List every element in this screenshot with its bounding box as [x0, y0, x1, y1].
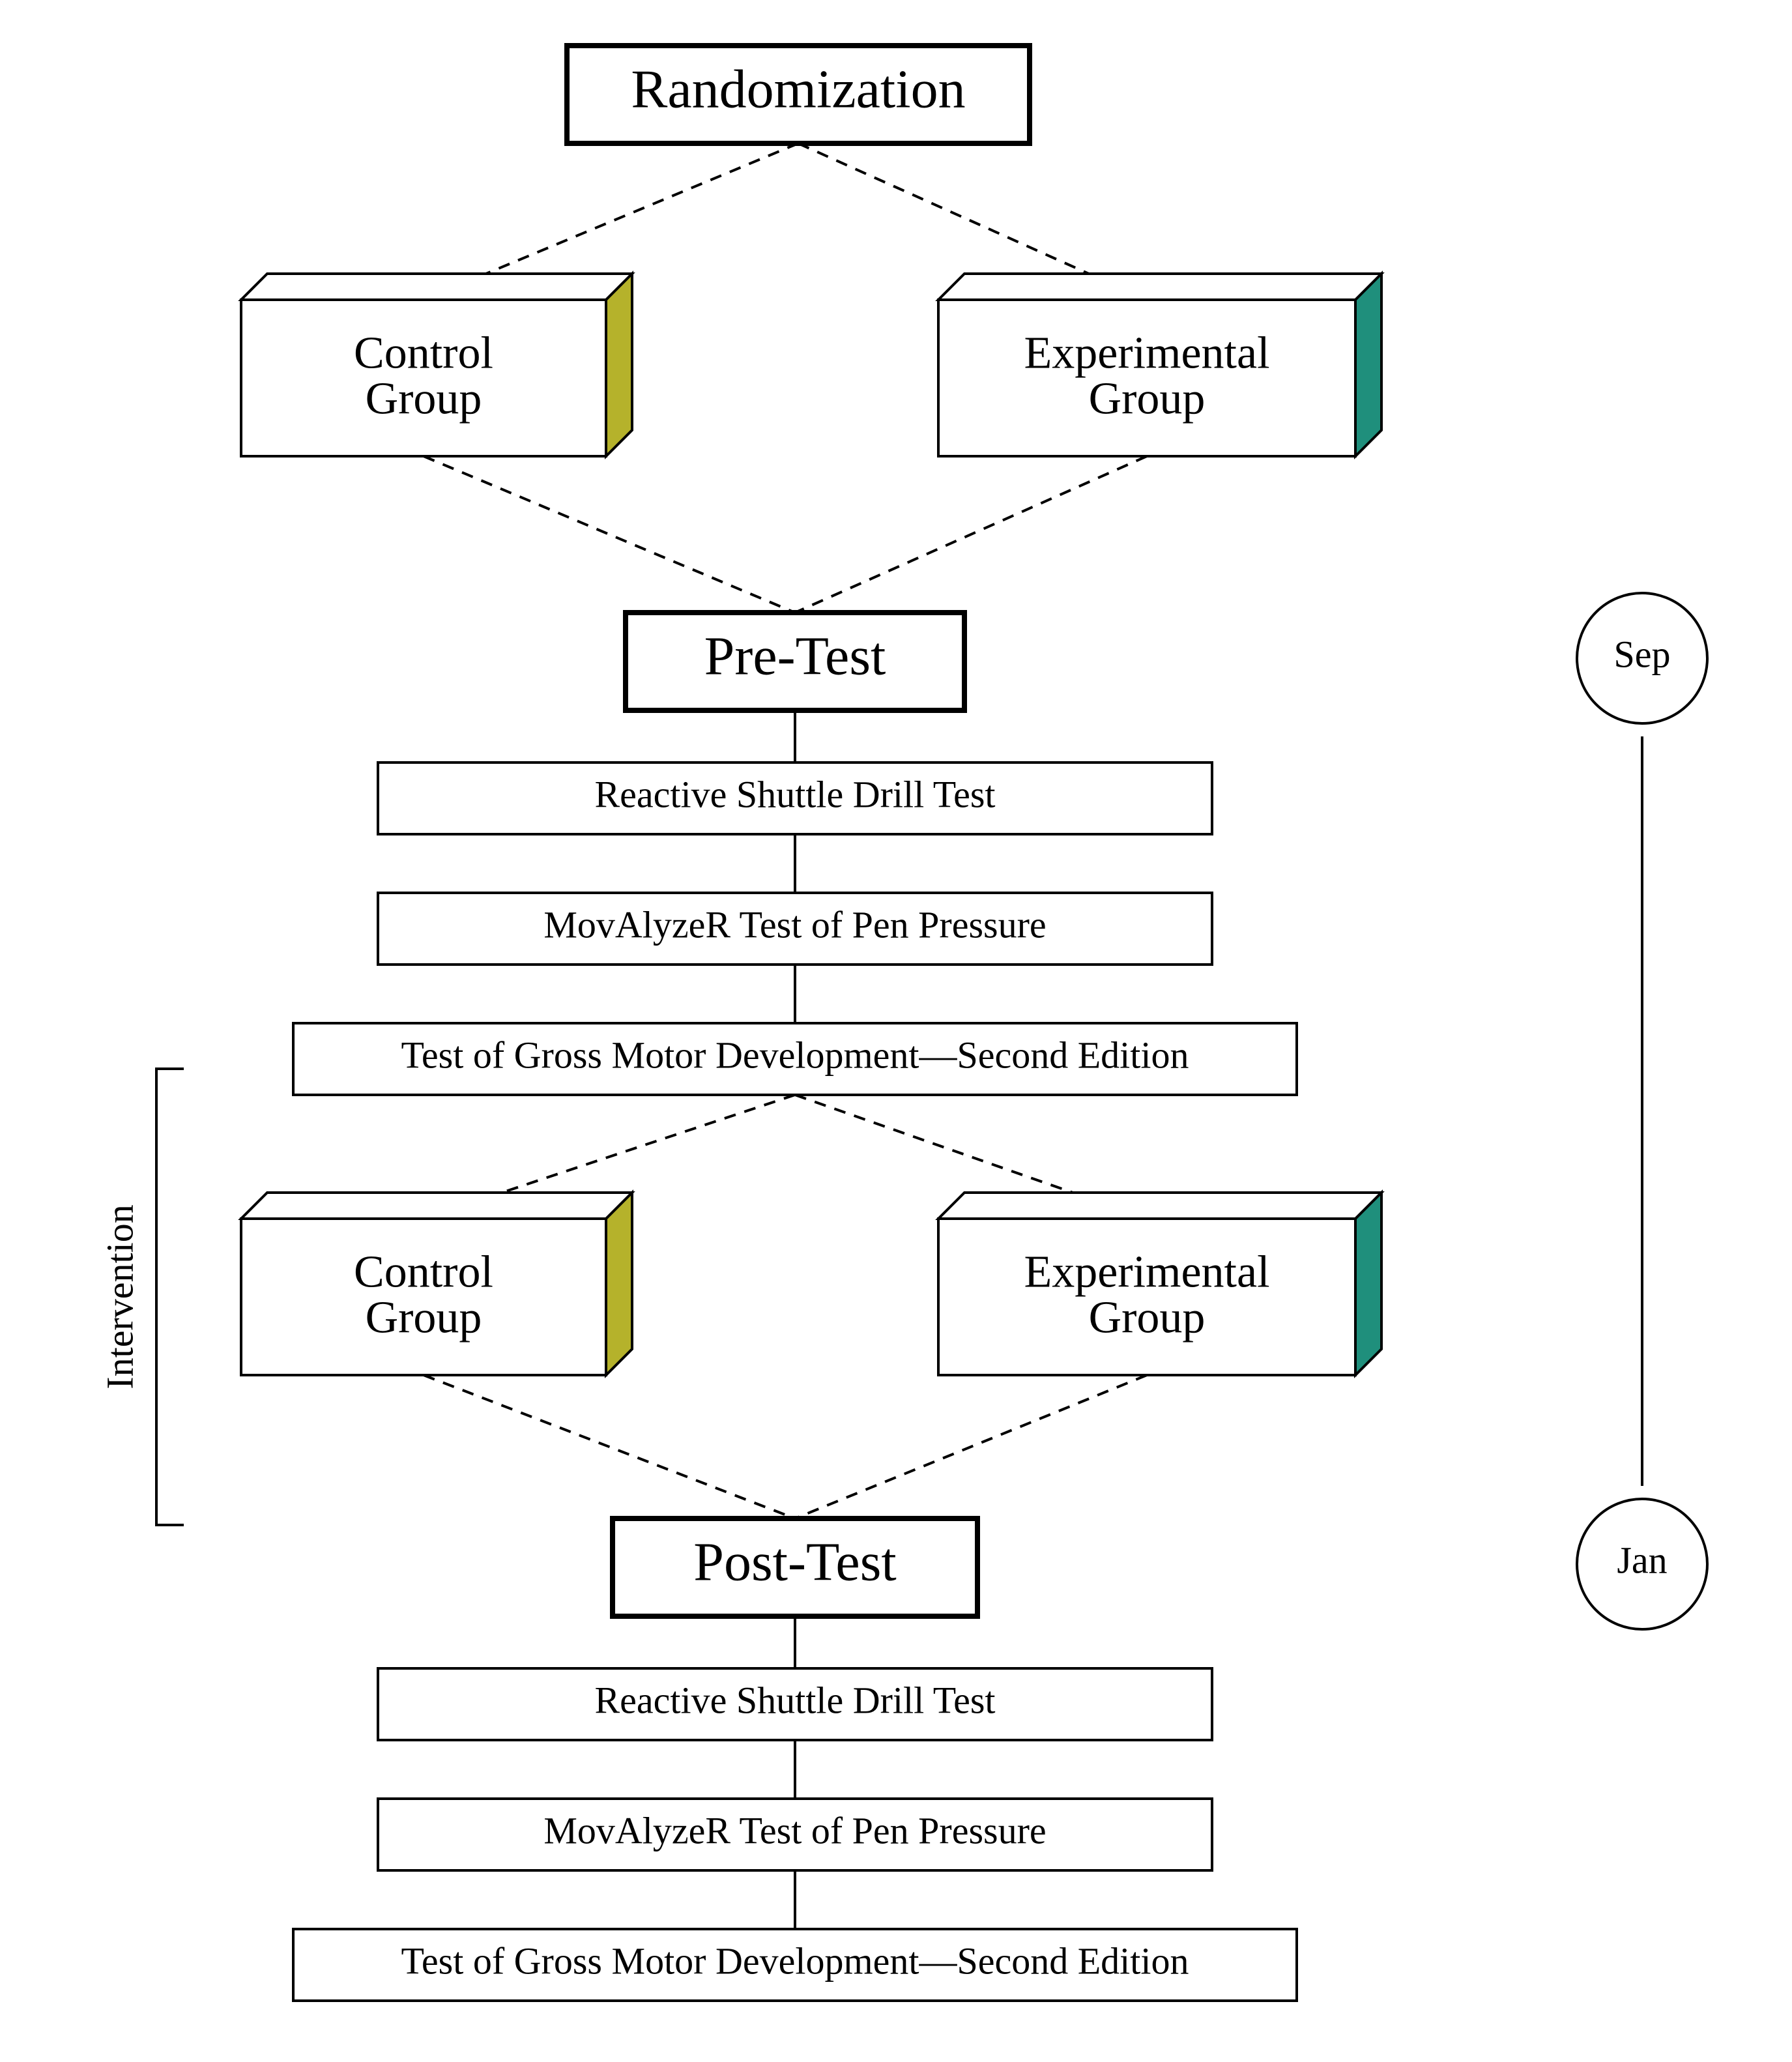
q_test2: MovAlyzeR Test of Pen Pressure — [378, 1799, 1212, 1870]
p_test2: MovAlyzeR Test of Pen Pressure — [378, 893, 1212, 965]
p_test3: Test of Gross Motor Development—Second E… — [293, 1023, 1297, 1095]
p_test1-label: Reactive Shuttle Drill Test — [594, 773, 995, 815]
q_test1: Reactive Shuttle Drill Test — [378, 1668, 1212, 1740]
edge — [795, 456, 1147, 613]
q_test3-label: Test of Gross Motor Development—Second E… — [401, 1939, 1189, 1982]
control2: ControlGroup — [241, 1193, 632, 1375]
posttest: Post-Test — [613, 1518, 977, 1616]
flowchart: RandomizationControlGroupExperimentalGro… — [0, 0, 1792, 2062]
p_test1: Reactive Shuttle Drill Test — [378, 762, 1212, 834]
p_test3-label: Test of Gross Motor Development—Second E… — [401, 1034, 1189, 1076]
q_test3: Test of Gross Motor Development—Second E… — [293, 1929, 1297, 2001]
randomization-label: Randomization — [631, 59, 965, 119]
control2-line1: Control — [354, 1247, 493, 1298]
experimental2-line1: Experimental — [1024, 1247, 1269, 1298]
posttest-label: Post-Test — [693, 1532, 896, 1592]
q_test2-label: MovAlyzeR Test of Pen Pressure — [543, 1809, 1046, 1851]
pretest-label: Pre-Test — [704, 626, 886, 686]
control1-line2: Group — [366, 374, 482, 424]
timeline-sep-label: Sep — [1614, 633, 1671, 675]
experimental2: ExperimentalGroup — [938, 1193, 1381, 1375]
p_test2-label: MovAlyzeR Test of Pen Pressure — [543, 903, 1046, 946]
experimental2-line2: Group — [1089, 1293, 1206, 1343]
control1-line1: Control — [354, 328, 493, 379]
control1: ControlGroup — [241, 274, 632, 456]
q_test1-label: Reactive Shuttle Drill Test — [594, 1679, 995, 1721]
control2-line2: Group — [366, 1293, 482, 1343]
edge — [795, 1375, 1147, 1518]
edge — [424, 456, 795, 613]
intervention-label: Intervention — [98, 1204, 141, 1389]
intervention-bracket — [156, 1069, 184, 1525]
edge — [424, 1375, 795, 1518]
experimental1-line2: Group — [1089, 374, 1206, 424]
experimental1-line1: Experimental — [1024, 328, 1269, 379]
timeline-jan-label: Jan — [1617, 1539, 1667, 1581]
experimental1: ExperimentalGroup — [938, 274, 1381, 456]
randomization: Randomization — [567, 46, 1030, 143]
pretest: Pre-Test — [626, 613, 964, 710]
